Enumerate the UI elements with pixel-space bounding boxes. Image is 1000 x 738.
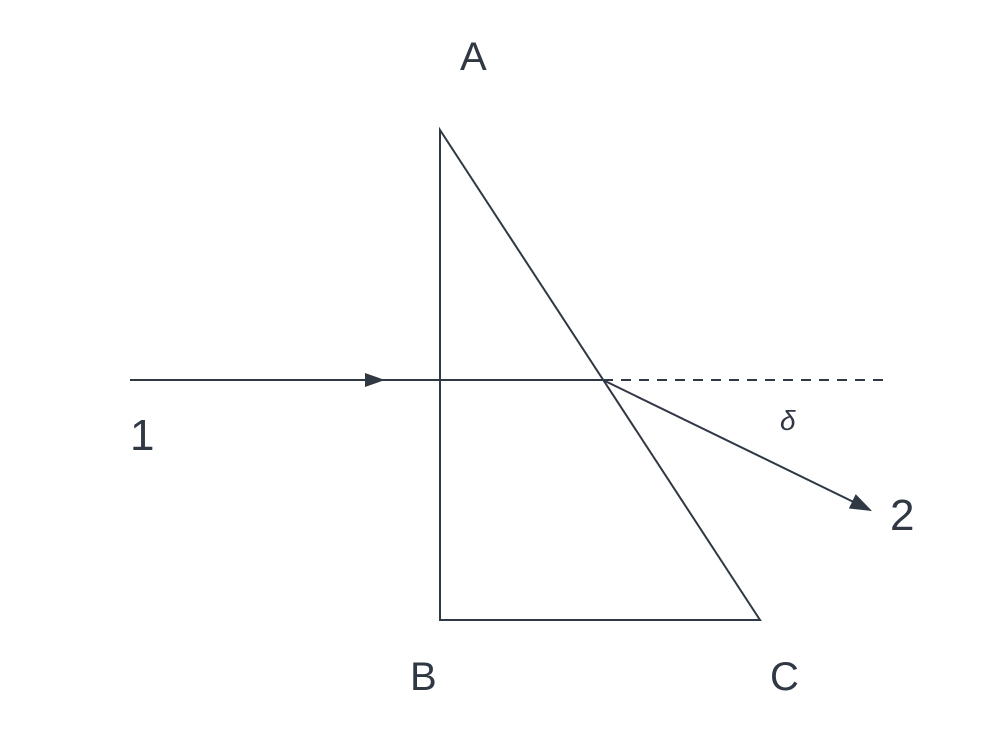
vertex-label-c: C bbox=[770, 655, 799, 699]
ray-label-1: 1 bbox=[130, 411, 154, 460]
prism-refraction-diagram: A B C 1 2 δ bbox=[0, 0, 1000, 738]
vertex-label-b: B bbox=[410, 655, 437, 699]
deviation-angle-label: δ bbox=[780, 405, 796, 436]
prism-triangle bbox=[440, 130, 760, 620]
ray-label-2: 2 bbox=[890, 491, 914, 540]
refracted-ray bbox=[603, 380, 870, 510]
vertex-label-a: A bbox=[460, 35, 487, 79]
